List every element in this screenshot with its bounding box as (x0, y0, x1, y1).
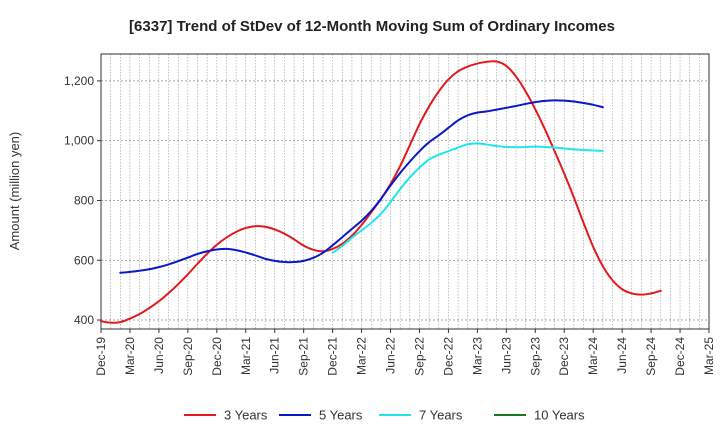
x-axis-ticks: Dec-19 Mar-20 Jun-20 Sep-20 Dec-20 Mar-21 Jun-… (94, 329, 716, 376)
legend-label-7-years: 7 Years (419, 408, 463, 423)
x-tick-label: Dec-24 (673, 337, 687, 376)
x-tick-label: Mar-22 (355, 337, 369, 375)
y-tick-label: 400 (74, 313, 94, 327)
legend: 3 Years 5 Years 7 Years 10 Years (184, 408, 585, 423)
legend-label-3-years: 3 Years (224, 408, 268, 423)
x-tick-label: Sep-23 (528, 337, 542, 376)
x-tick-label: Sep-22 (412, 337, 426, 376)
x-tick-label: Dec-21 (326, 337, 340, 376)
y-tick-label: 1,000 (64, 134, 94, 148)
x-tick-label: Mar-20 (123, 337, 137, 375)
legend-label-10-years: 10 Years (534, 408, 585, 423)
y-tick-label: 800 (74, 193, 94, 207)
x-tick-label: Sep-24 (644, 337, 658, 376)
x-tick-label: Jun-21 (268, 337, 282, 374)
x-tick-label: Dec-23 (557, 337, 571, 376)
series-lines (100, 60, 662, 324)
y-axis-ticks: 400 600 800 1,000 1,200 (64, 74, 101, 327)
series-line-5-years (119, 99, 604, 274)
chart-title: [6337] Trend of StDev of 12-Month Moving… (129, 18, 615, 35)
x-tick-label: Mar-25 (702, 337, 716, 375)
x-tick-label: Mar-23 (470, 337, 484, 375)
x-tick-label: Jun-20 (152, 337, 166, 374)
x-tick-label: Jun-23 (499, 337, 513, 374)
x-tick-label: Dec-22 (441, 337, 455, 376)
x-tick-label: Dec-19 (94, 337, 108, 376)
grid (101, 54, 709, 329)
x-tick-label: Mar-24 (586, 337, 600, 375)
x-tick-label: Dec-20 (210, 337, 224, 376)
x-tick-label: Sep-20 (181, 337, 195, 376)
x-tick-label: Jun-22 (384, 337, 398, 374)
plot-frame (100, 53, 710, 330)
series-line-7-years (331, 142, 604, 254)
x-tick-label: Jun-24 (615, 337, 629, 374)
x-tick-label: Mar-21 (239, 337, 253, 375)
y-axis-title: Amount (million yen) (7, 132, 22, 251)
x-tick-label: Sep-21 (297, 337, 311, 376)
y-tick-label: 1,200 (64, 74, 94, 88)
y-tick-label: 600 (74, 253, 94, 267)
legend-label-5-years: 5 Years (319, 408, 363, 423)
